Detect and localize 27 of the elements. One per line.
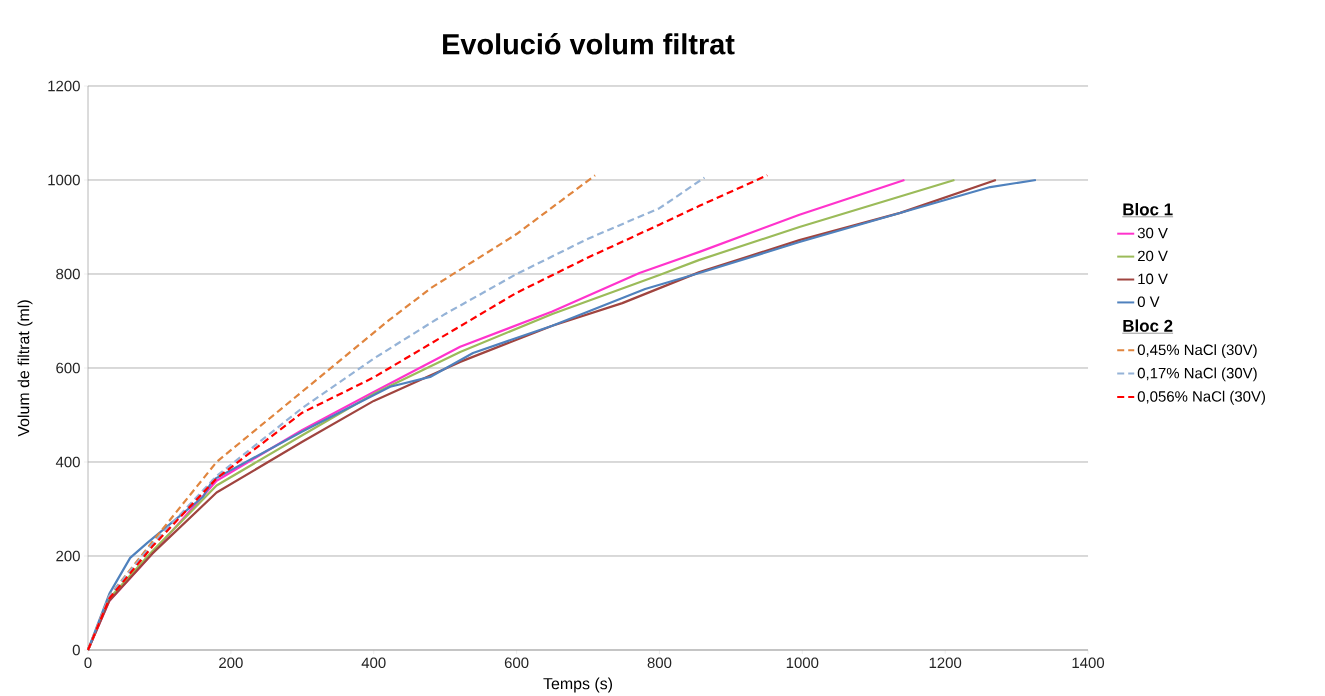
x-tick-label: 800 xyxy=(647,657,672,669)
legend-label: 0,056% NaCl (30V) xyxy=(1137,390,1265,405)
legend-label: 0 V xyxy=(1137,296,1160,308)
x-tick-label: 200 xyxy=(219,657,243,669)
x-tick-label: 1200 xyxy=(929,657,962,669)
y-tick-label: 600 xyxy=(56,362,80,374)
x-tick-label: 400 xyxy=(361,657,386,669)
legend-label: 30 V xyxy=(1137,227,1168,239)
x-tick-label: 0 xyxy=(84,657,92,669)
y-tick-label: 0 xyxy=(72,644,80,656)
y-tick-label: 1200 xyxy=(48,80,80,92)
chart-title: Evolució volum filtrat xyxy=(443,33,735,55)
x-axis-title: Temps (s) xyxy=(543,677,613,693)
legend-label: 0,45% NaCl (30V) xyxy=(1137,344,1257,359)
y-tick-label: 200 xyxy=(56,550,80,562)
legend-label: 20 V xyxy=(1137,250,1168,262)
legend-title: Bloc 1 xyxy=(1123,203,1173,216)
y-tick-label: 400 xyxy=(55,456,80,468)
x-tick-label: 1400 xyxy=(1072,657,1105,669)
x-tick-label: 1000 xyxy=(786,657,819,669)
y-tick-label: 800 xyxy=(56,268,80,280)
x-tick-label: 600 xyxy=(504,657,529,669)
legend-label: 0,17% NaCl (30V) xyxy=(1137,367,1257,382)
y-axis-title: Volum de filtrat (ml) xyxy=(17,300,33,437)
text: Bloc 2 xyxy=(1123,319,1173,332)
y-tick-label: 1000 xyxy=(48,174,80,186)
legend-label: 10 V xyxy=(1138,273,1168,285)
